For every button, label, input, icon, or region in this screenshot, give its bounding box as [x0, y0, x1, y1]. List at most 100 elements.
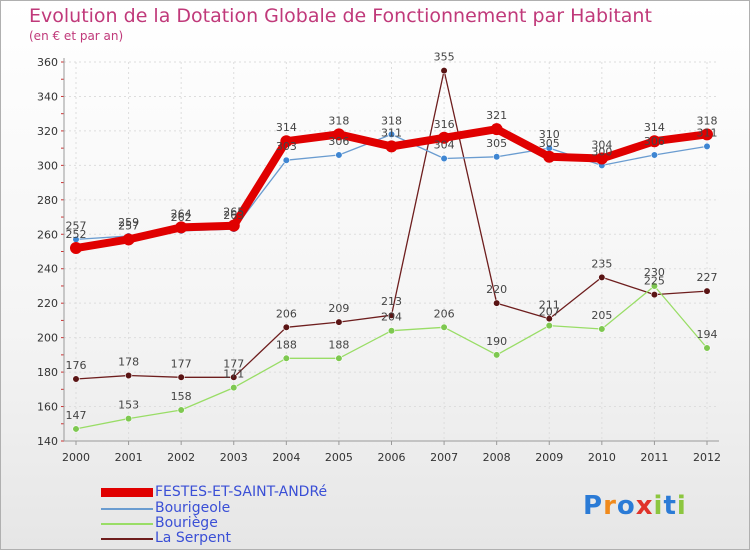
data-point: [438, 131, 451, 144]
logo-letter: r: [603, 491, 617, 521]
data-point: [282, 354, 290, 362]
data-label: 235: [591, 257, 612, 270]
data-point: [122, 233, 135, 246]
data-point: [545, 321, 553, 330]
data-point: [335, 318, 343, 326]
y-tick-label: 240: [37, 263, 58, 276]
data-point: [70, 242, 82, 255]
logo-letter: t: [663, 491, 677, 521]
data-point: [387, 327, 396, 335]
logo-letter: i: [676, 491, 687, 521]
data-label: 147: [66, 409, 87, 422]
data-label: 321: [486, 109, 507, 122]
y-tick-label: 300: [37, 159, 58, 172]
data-point: [282, 323, 290, 331]
data-point: [650, 151, 659, 159]
data-point: [227, 219, 240, 232]
data-point: [703, 142, 711, 151]
data-point: [72, 425, 80, 433]
y-tick-label: 360: [37, 56, 58, 69]
data-label: 206: [276, 307, 297, 320]
data-label: 314: [644, 121, 665, 134]
data-label: 265: [223, 206, 244, 219]
data-label: 190: [486, 335, 507, 348]
data-point: [332, 128, 345, 141]
data-label: 176: [66, 359, 87, 372]
legend-label-bouriege: Bouriège: [155, 515, 218, 531]
data-point: [124, 415, 133, 423]
data-point: [490, 123, 503, 136]
data-point: [385, 140, 398, 153]
data-point: [598, 273, 606, 281]
data-point: [703, 344, 711, 352]
data-label: 204: [381, 311, 402, 324]
data-point: [648, 135, 661, 148]
data-point: [72, 375, 80, 383]
y-tick-label: 140: [37, 435, 58, 448]
chart-title: Evolution de la Dotation Globale de Fonc…: [29, 5, 652, 27]
legend-swatch-la-serpent: [101, 538, 153, 540]
data-label: 318: [697, 114, 718, 127]
data-label: 227: [697, 271, 718, 284]
data-point: [703, 287, 711, 295]
y-tick-label: 260: [37, 228, 58, 241]
data-label: 318: [328, 114, 349, 127]
data-label: 305: [486, 137, 507, 150]
legend-label-bourigeole: Bourigeole: [155, 500, 231, 516]
data-point: [282, 156, 290, 164]
x-tick-label: 2011: [640, 451, 668, 464]
chart-subtitle: (en € et par an): [29, 29, 124, 43]
proxiti-logo: Proxiti: [583, 491, 687, 521]
legend-label-la-serpent: La Serpent: [155, 530, 231, 546]
data-label: 263: [223, 209, 244, 222]
data-label: 259: [118, 216, 139, 229]
logo-letter: P: [583, 491, 604, 521]
data-label: 225: [644, 275, 665, 288]
data-label: 305: [539, 137, 560, 150]
data-label: 194: [697, 328, 718, 341]
data-label: 304: [434, 138, 455, 151]
data-point: [598, 325, 606, 333]
x-tick-label: 2002: [167, 451, 195, 464]
x-tick-label: 2001: [115, 451, 143, 464]
data-label: 205: [591, 309, 612, 322]
data-label: 252: [66, 228, 87, 241]
data-label: 188: [328, 338, 349, 351]
logo-letter: i: [653, 491, 664, 521]
data-point: [387, 130, 396, 138]
data-label: 153: [118, 399, 139, 412]
data-label: 314: [276, 121, 297, 134]
data-label: 188: [276, 338, 297, 351]
data-point: [440, 67, 448, 75]
data-label: 158: [171, 390, 192, 403]
y-tick-label: 160: [37, 401, 58, 414]
data-point: [543, 150, 556, 163]
data-label: 178: [118, 356, 139, 369]
x-tick-label: 2000: [62, 451, 90, 464]
x-tick-label: 2008: [483, 451, 511, 464]
data-label: 300: [591, 145, 612, 158]
data-label: 220: [486, 283, 507, 296]
data-point: [175, 221, 188, 234]
x-tick-label: 2004: [272, 451, 300, 464]
x-tick-label: 2010: [588, 451, 616, 464]
legend-swatch-bourigeole: [101, 508, 153, 510]
y-tick-label: 340: [37, 90, 58, 103]
data-label: 318: [381, 114, 402, 127]
data-label: 213: [381, 295, 402, 308]
y-tick-label: 180: [37, 366, 58, 379]
data-label: 177: [223, 357, 244, 370]
data-point: [177, 373, 185, 381]
data-point: [650, 282, 659, 290]
data-point: [177, 406, 185, 414]
data-label: 304: [591, 138, 612, 151]
data-label: 311: [697, 126, 718, 139]
data-label: 211: [539, 299, 560, 312]
x-tick-label: 2009: [535, 451, 563, 464]
data-point: [230, 383, 238, 392]
data-label: 310: [539, 128, 560, 141]
x-tick-label: 2005: [325, 451, 353, 464]
data-point: [595, 152, 608, 165]
data-point: [650, 290, 659, 299]
data-point: [230, 373, 238, 381]
